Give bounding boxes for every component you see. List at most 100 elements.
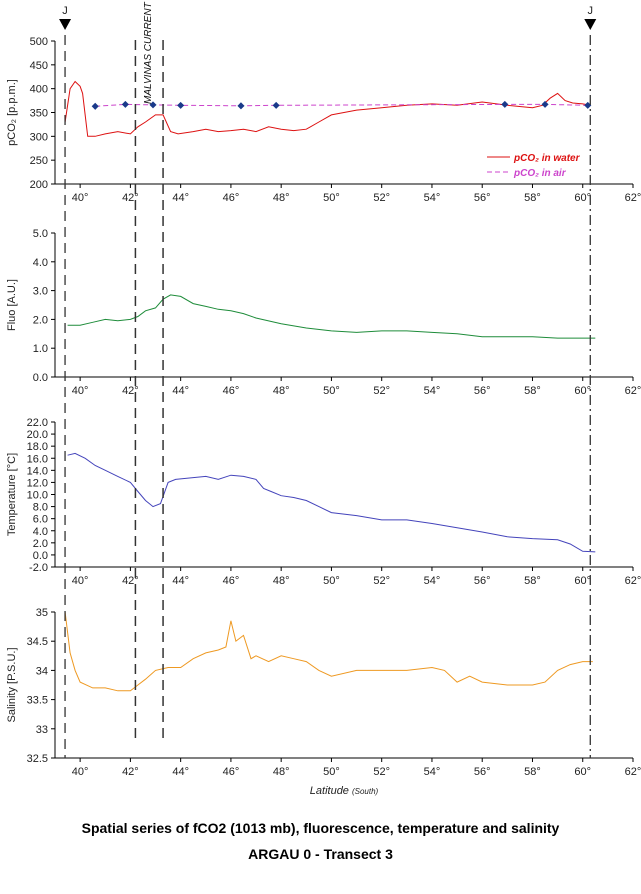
series-line-1 xyxy=(64,80,591,137)
x-tick-label: 40° xyxy=(72,192,89,204)
air-sample-point xyxy=(541,100,549,108)
x-tick-label: 52° xyxy=(373,766,390,778)
x-tick-label: 50° xyxy=(323,385,340,397)
y-tick-label: 16.0 xyxy=(27,453,48,465)
x-tick-label: 44° xyxy=(172,766,189,778)
y-tick-label: 14.0 xyxy=(27,465,48,477)
x-tick-label: 42° xyxy=(122,192,139,204)
y-tick-label: 18.0 xyxy=(27,441,48,453)
x-tick-label: 60° xyxy=(574,385,591,397)
x-tick-label: 54° xyxy=(424,575,441,587)
x-tick-label: 56° xyxy=(474,192,491,204)
y-tick-label: 1.0 xyxy=(33,343,48,355)
series-line-1 xyxy=(67,452,596,553)
air-sample-point xyxy=(149,101,157,109)
x-tick-label: 58° xyxy=(524,575,541,587)
x-tick-label: 42° xyxy=(122,385,139,397)
legend-entry: pCO₂ in water xyxy=(513,153,581,164)
y-tick-label: 34.5 xyxy=(27,636,48,648)
y-tick-label: 300 xyxy=(30,131,48,143)
y-tick-label: 20.0 xyxy=(27,429,48,441)
panel-1: 500 450 400 350 300 250 200 40° 42° 44° 46° 48° 50° 5… xyxy=(6,36,641,204)
end-marker-label: J xyxy=(588,5,594,17)
y-tick-label: 250 xyxy=(30,155,48,167)
x-axis-label-suffix: (South) xyxy=(352,787,379,796)
x-tick-label: 62° xyxy=(625,766,641,778)
x-tick-label: 58° xyxy=(524,192,541,204)
y-tick-label: 400 xyxy=(30,84,48,96)
y-tick-label: 0.0 xyxy=(33,550,48,562)
x-tick-label: 56° xyxy=(474,385,491,397)
x-tick-label: 62° xyxy=(625,385,641,397)
caption-line-1: Spatial series of fCO2 (1013 mb), fluore… xyxy=(81,820,560,836)
y-tick-label: 8.0 xyxy=(33,502,48,514)
air-sample-point xyxy=(91,102,99,110)
air-sample-point xyxy=(237,102,245,110)
y-axis-label: pCO₂ [p.p.m.] xyxy=(6,79,18,146)
x-tick-label: 58° xyxy=(524,766,541,778)
caption-line-2: ARGAU 0 - Transect 3 xyxy=(248,846,393,862)
y-tick-label: 12.0 xyxy=(27,477,48,489)
x-tick-label: 52° xyxy=(373,385,390,397)
x-tick-label: 52° xyxy=(373,575,390,587)
air-sample-point xyxy=(272,101,280,109)
x-tick-label: 44° xyxy=(172,575,189,587)
panel-3: 22.020.018.016.014.012.010.08.06.04.02.0… xyxy=(6,417,641,587)
x-tick-label: 62° xyxy=(625,575,641,587)
y-tick-label: 4.0 xyxy=(33,257,48,269)
air-sample-point xyxy=(584,101,592,109)
x-tick-label: 50° xyxy=(323,192,340,204)
y-tick-label: 0.0 xyxy=(33,372,48,384)
y-axis-label: Salinity [P.S.U.] xyxy=(6,648,18,723)
x-tick-label: 46° xyxy=(223,766,240,778)
x-tick-label: 50° xyxy=(323,575,340,587)
y-tick-label: -2.0 xyxy=(29,562,48,574)
y-tick-label: 450 xyxy=(30,60,48,72)
x-tick-label: 40° xyxy=(72,385,89,397)
y-tick-label: 5.0 xyxy=(33,228,48,240)
x-tick-label: 56° xyxy=(474,766,491,778)
start-marker-label: J xyxy=(62,5,68,17)
x-tick-label: 40° xyxy=(72,575,89,587)
air-sample-point xyxy=(177,101,185,109)
y-tick-label: 4.0 xyxy=(33,526,48,538)
y-tick-label: 33 xyxy=(36,724,48,736)
series-line-1 xyxy=(64,611,593,692)
legend: pCO₂ in water pCO₂ in air xyxy=(487,153,581,179)
x-tick-label: 40° xyxy=(72,766,89,778)
x-tick-label: 44° xyxy=(172,192,189,204)
x-tick-label: 42° xyxy=(122,766,139,778)
y-tick-label: 350 xyxy=(30,108,48,120)
y-tick-label: 500 xyxy=(30,36,48,48)
x-tick-label: 50° xyxy=(323,766,340,778)
x-tick-label: 62° xyxy=(625,192,641,204)
series-line-1 xyxy=(67,294,596,339)
air-sample-point xyxy=(501,100,509,108)
y-tick-label: 10.0 xyxy=(27,490,48,502)
x-tick-label: 44° xyxy=(172,385,189,397)
air-sample-point xyxy=(121,100,129,108)
y-tick-label: 200 xyxy=(30,179,48,191)
panel-4: 35 34.5 34 33.5 33 32.5 40° 42° 44° 46° 48° 50° 52° 5… xyxy=(6,607,641,778)
y-tick-label: 33.5 xyxy=(27,695,48,707)
y-tick-label: 32.5 xyxy=(27,753,48,765)
x-tick-label: 54° xyxy=(424,766,441,778)
y-axis-label: Fluo [A.U.] xyxy=(6,279,18,331)
start-triangle-marker xyxy=(59,19,72,30)
x-tick-label: 56° xyxy=(474,575,491,587)
x-tick-label: 48° xyxy=(273,575,290,587)
x-tick-label: 58° xyxy=(524,385,541,397)
x-tick-label: 46° xyxy=(223,192,240,204)
x-tick-label: 60° xyxy=(574,192,591,204)
x-tick-label: 48° xyxy=(273,766,290,778)
x-tick-label: 52° xyxy=(373,192,390,204)
y-tick-label: 3.0 xyxy=(33,286,48,298)
end-triangle-marker xyxy=(584,19,597,30)
malvinas-current-label: MALVINAS CURRENT xyxy=(143,1,154,104)
y-tick-label: 35 xyxy=(36,607,48,619)
y-tick-label: 6.0 xyxy=(33,514,48,526)
y-tick-label: 2.0 xyxy=(33,538,48,550)
x-tick-label: 48° xyxy=(273,385,290,397)
